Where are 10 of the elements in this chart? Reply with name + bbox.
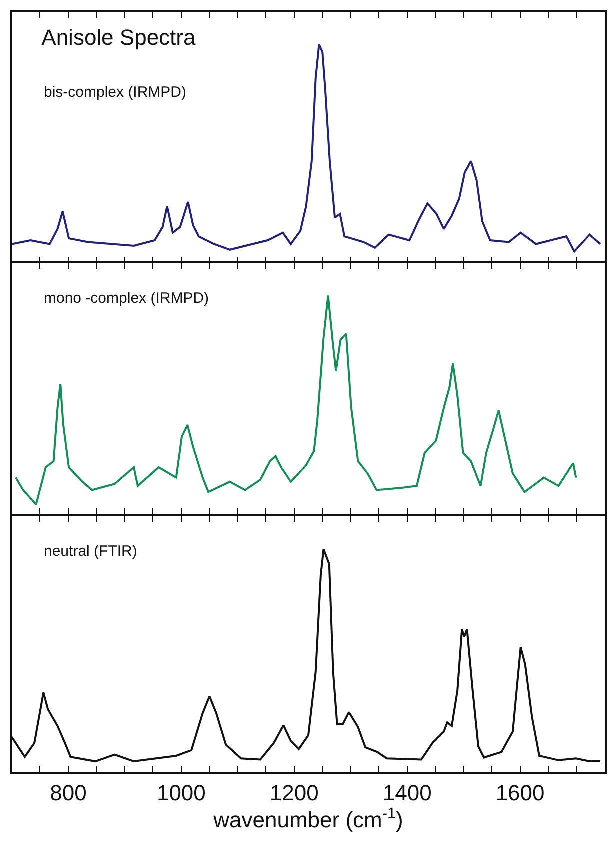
x-axis-title: wavenumber (cm$^{-1}$) xyxy=(212,805,404,833)
x-tick-label: 1000 xyxy=(156,780,206,806)
x-tick-label: 1400 xyxy=(382,780,432,806)
x-tick-label: 1200 xyxy=(270,780,319,806)
text: neutral (FTIR) xyxy=(44,543,138,560)
text: bis-complex (IRMPD) xyxy=(44,84,187,101)
x-tick-label: 1600 xyxy=(496,780,545,806)
x-tick-label: 800 xyxy=(50,780,87,806)
chart-title: Anisole Spectra xyxy=(42,24,196,50)
text: mono -complex (IRMPD) xyxy=(44,290,210,307)
